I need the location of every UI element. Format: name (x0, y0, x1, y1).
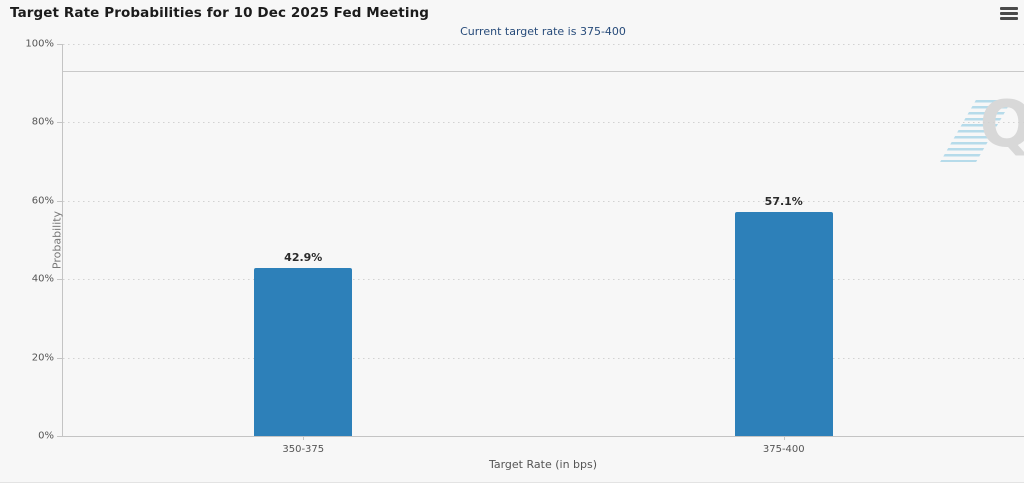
x-tick-label: 350-375 (282, 444, 325, 455)
y-tick-label: 80% (31, 116, 54, 128)
watermark-stripes-icon (940, 100, 1012, 162)
hamburger-icon (1000, 17, 1018, 20)
watermark-q-letter: Q (980, 93, 1024, 157)
y-tick-label: 20% (31, 352, 54, 364)
y-axis-title: Probability (50, 210, 64, 270)
x-axis-title: Target Rate (in bps) (488, 458, 598, 471)
y-tick-label: 40% (31, 273, 54, 285)
bar-350-375[interactable] (254, 267, 353, 436)
y-tick-label: 60% (31, 195, 54, 207)
bar-value-label: 42.9% (284, 250, 323, 264)
y-gridline (63, 44, 1024, 45)
y-axis-tick (57, 279, 63, 281)
y-gridline (63, 357, 1024, 359)
plot-area: Q 0% 20% 40% 60% 80% 100% 42.9% 350-375 57.1% 375… (25, 39, 1024, 455)
y-gridline (63, 200, 1024, 202)
hamburger-icon (1000, 7, 1018, 10)
y-axis-tick (57, 200, 63, 202)
x-axis-tick (303, 436, 305, 440)
y-gridline (63, 279, 1024, 281)
chart-subtitle: Current target rate is 375-400 (460, 25, 626, 38)
chart-title: Target Rate Probabilities for 10 Dec 202… (10, 5, 430, 21)
y-tick-label: 0% (38, 430, 54, 442)
y-axis-tick (57, 436, 63, 437)
reference-line (63, 71, 1024, 73)
y-gridline (63, 122, 1024, 124)
chart-context-menu-button[interactable] (1000, 7, 1018, 20)
bar-value-label: 57.1% (764, 195, 803, 209)
x-tick-label: 375-400 (762, 444, 805, 455)
x-axis-tick (783, 436, 785, 440)
y-axis-tick (57, 44, 63, 45)
bar-375-400[interactable] (734, 212, 833, 436)
y-axis-tick (57, 122, 63, 124)
y-axis-tick (57, 357, 63, 359)
hamburger-icon (1000, 12, 1018, 15)
y-tick-label: 100% (25, 38, 54, 50)
quikstrike-watermark: Q (940, 93, 1024, 166)
